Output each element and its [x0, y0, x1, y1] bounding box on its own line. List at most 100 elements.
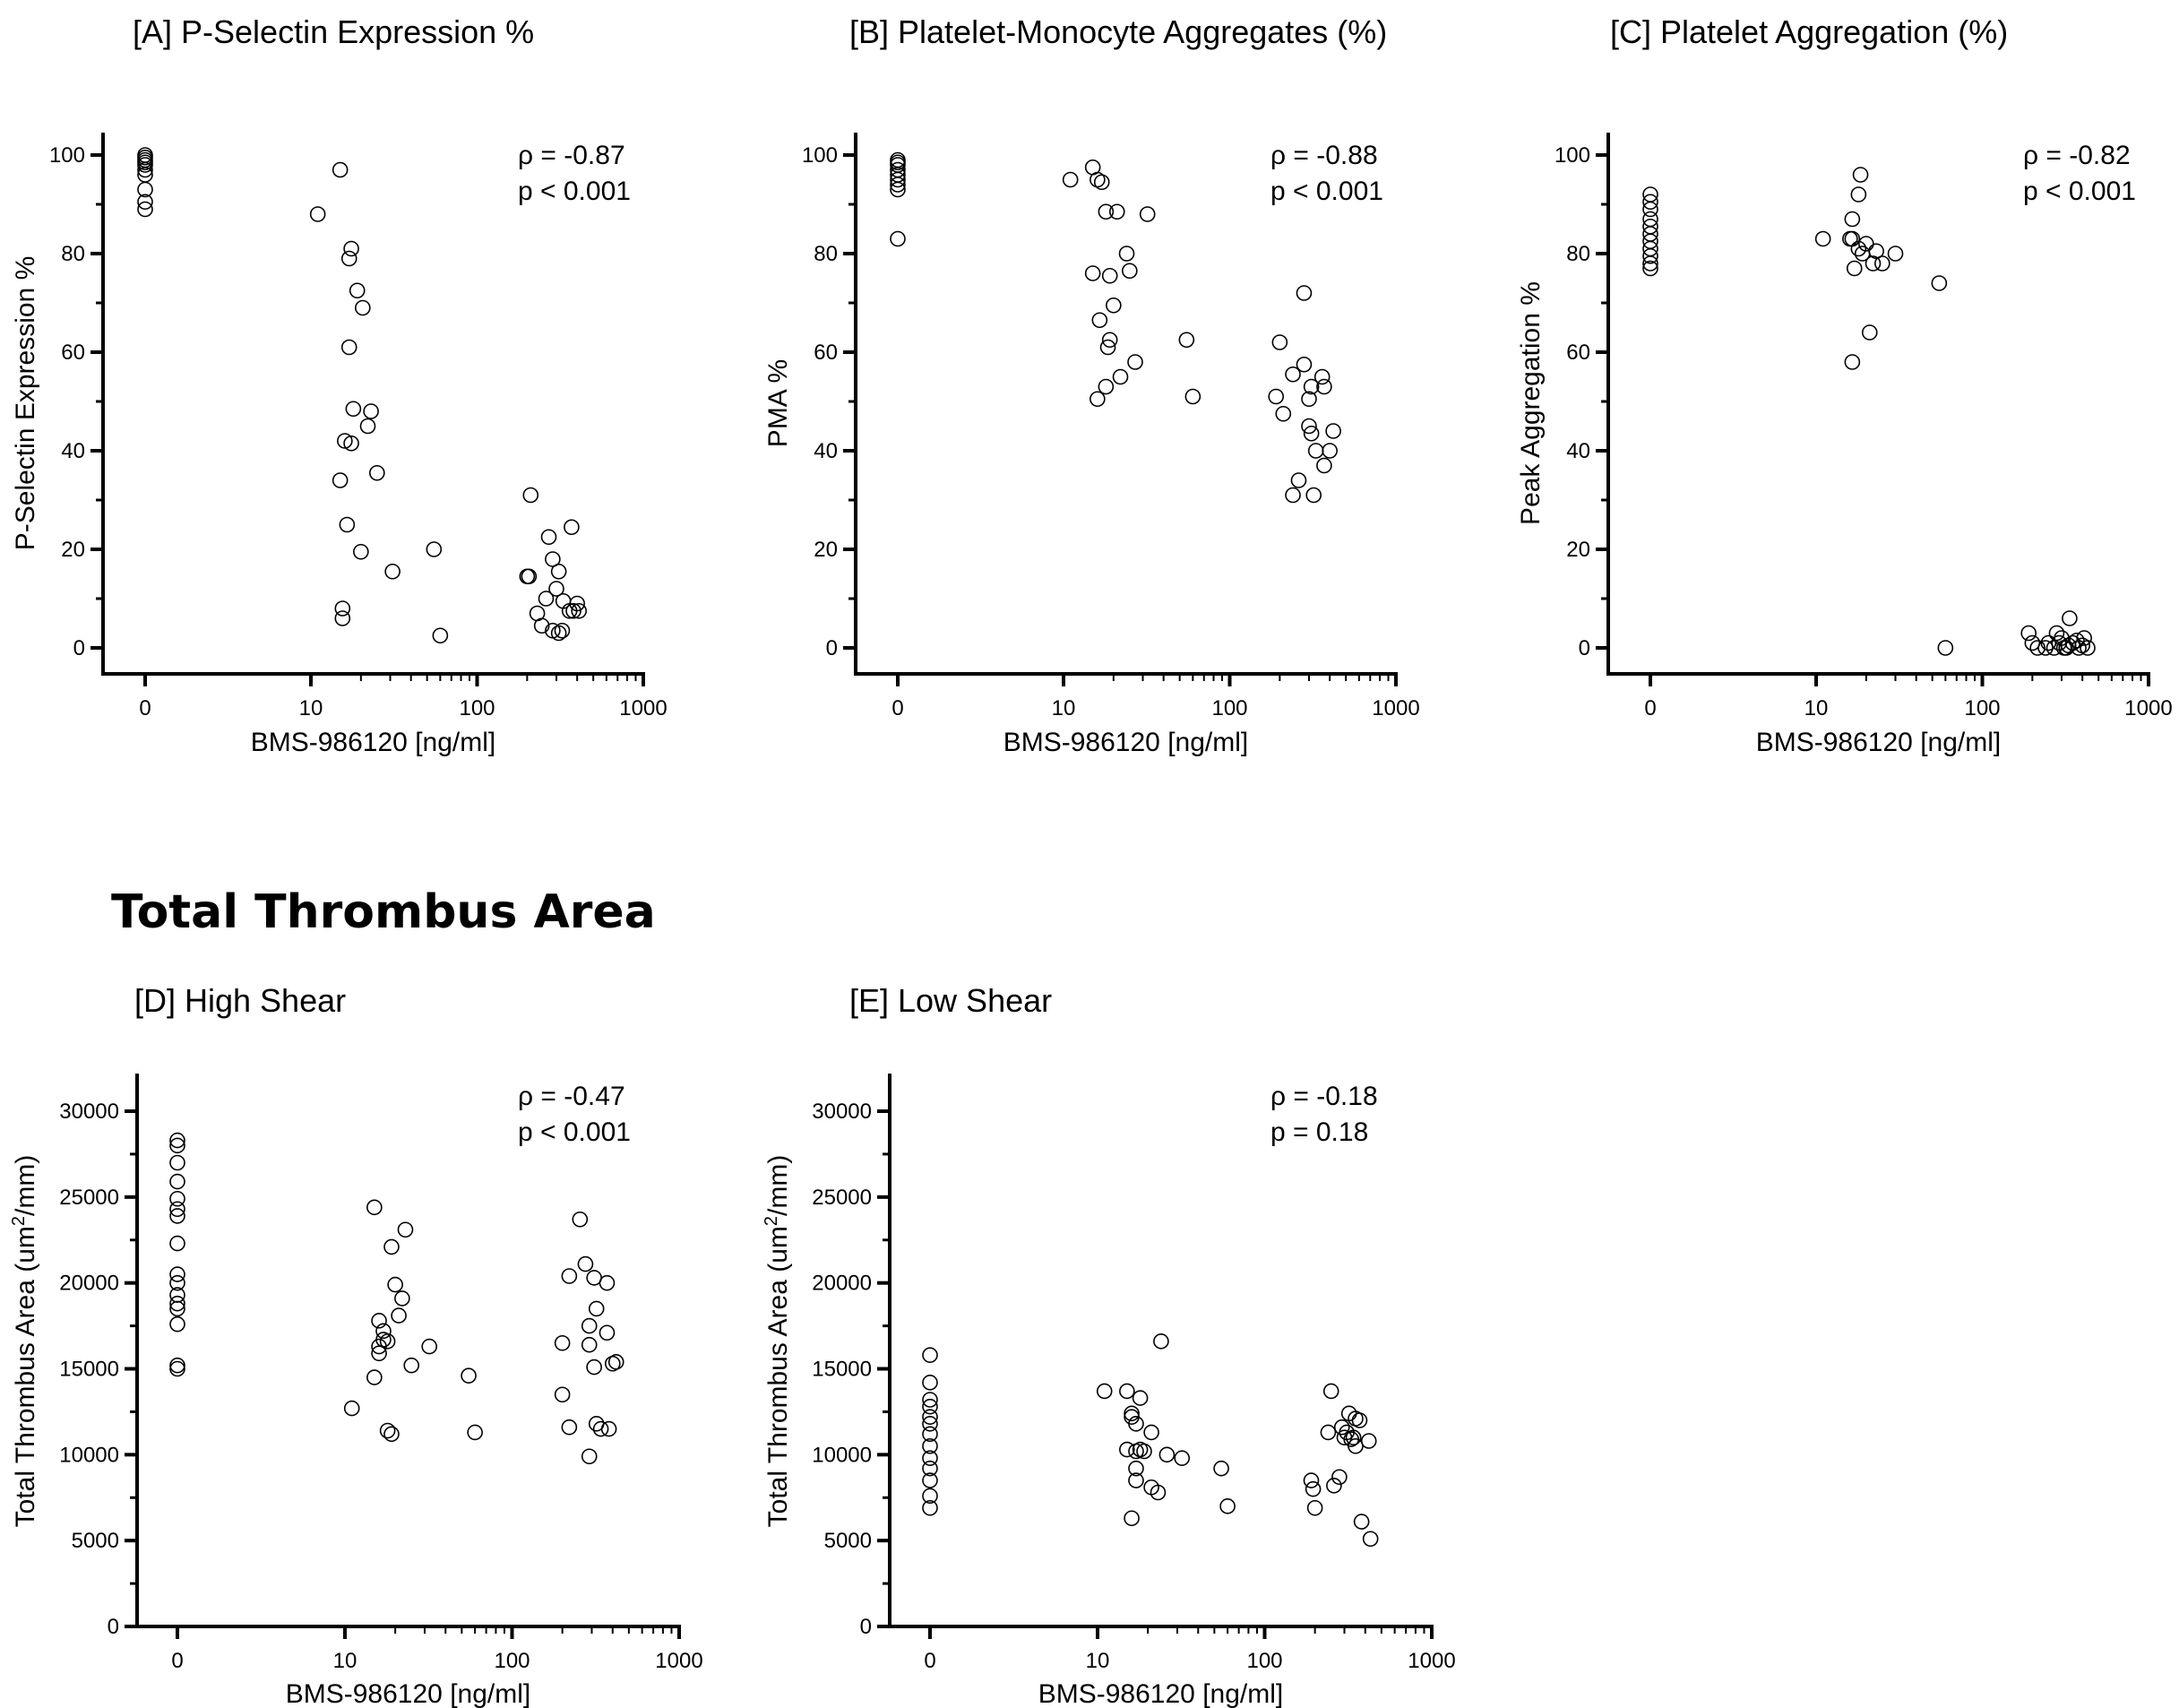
data-point [600, 1420, 617, 1437]
data-point [1303, 425, 1320, 442]
data-point [387, 1276, 403, 1293]
data-point [1268, 388, 1285, 405]
data-point [1865, 255, 1882, 272]
x-axis-label: BMS-986120 [ng/ml] [1038, 1679, 1283, 1708]
x-tick-label: 0 [891, 696, 903, 720]
section-title: Total Thrombus Area [111, 885, 656, 939]
p-value-label: p < 0.001 [518, 177, 631, 206]
data-point [1351, 1412, 1368, 1428]
x-axis-label: BMS-986120 [ng/ml] [1003, 728, 1248, 757]
data-point [577, 1255, 594, 1272]
data-point [375, 1323, 392, 1340]
y-tick-label: 0 [860, 1615, 872, 1639]
y-tick-label: 0 [826, 636, 838, 660]
data-point [384, 563, 400, 580]
data-point [548, 581, 564, 597]
data-point [1861, 324, 1878, 341]
y-tick-label: 25000 [812, 1186, 872, 1210]
data-point [1098, 203, 1115, 220]
x-tick-label: 10 [299, 696, 323, 720]
data-point [371, 1345, 387, 1362]
y-tick-label: 5000 [72, 1529, 119, 1553]
x-axis-label: BMS-986120 [ng/ml] [251, 728, 495, 757]
panel-title-d: [D] High Shear [134, 982, 347, 1019]
data-point [1143, 1424, 1159, 1441]
data-point [540, 529, 557, 546]
data-point [1858, 236, 1874, 252]
data-point [1868, 243, 1884, 260]
rho-label: ρ = -0.87 [518, 141, 625, 170]
data-point [1362, 1531, 1379, 1548]
data-point [592, 1420, 609, 1437]
x-tick-label: 1000 [619, 696, 667, 720]
data-point [169, 1190, 185, 1207]
data-point [521, 568, 538, 585]
data-point [2076, 630, 2092, 646]
data-point [1306, 1499, 1323, 1516]
data-point [1850, 186, 1867, 203]
data-point [355, 299, 371, 316]
y-tick-label: 15000 [812, 1358, 872, 1382]
data-point [1084, 265, 1101, 281]
scatter-chart-d: 0 5000 10000 15000 20000 25000 30000 0 10 100 1000… [9, 1074, 703, 1708]
x-tick-label: 0 [924, 1649, 935, 1673]
data-point [1301, 391, 1317, 408]
data-point [334, 600, 351, 617]
data-point [604, 1355, 621, 1372]
x-tick-label: 10 [1086, 1649, 1110, 1673]
data-point [1322, 443, 1338, 459]
x-tick-label: 10 [333, 1649, 357, 1673]
x-tick-label: 100 [494, 1649, 530, 1673]
data-point [581, 1317, 598, 1334]
data-point [421, 1338, 438, 1355]
data-point [554, 1334, 571, 1351]
y-tick-label: 20 [61, 538, 85, 562]
data-point [1106, 297, 1122, 314]
data-point [1219, 1498, 1236, 1514]
y-axis-label: Total Thrombus Area (um2/mm) [762, 1155, 793, 1528]
data-point [1132, 1390, 1149, 1406]
p-value-label: p < 0.001 [2023, 177, 2136, 206]
x-tick-label: 1000 [655, 1649, 702, 1673]
data-point [1322, 1383, 1339, 1400]
data-point [1174, 1450, 1191, 1466]
y-tick-label: 20000 [59, 1272, 119, 1296]
x-tick-label: 100 [1211, 696, 1247, 720]
data-point [1642, 247, 1658, 264]
panel-title-a: [A] P-Selectin Expression % [133, 13, 535, 50]
data-point [169, 1137, 185, 1154]
data-point [1093, 174, 1110, 191]
data-point [1099, 339, 1116, 356]
chart-d-group: 0 5000 10000 15000 20000 25000 30000 0 10 100 1000… [9, 1074, 703, 1708]
data-point [383, 1426, 400, 1443]
data-point [2069, 632, 2085, 649]
data-point [572, 1211, 589, 1228]
data-point [1128, 1460, 1144, 1477]
data-point [1128, 1416, 1144, 1432]
data-point [1090, 171, 1106, 188]
data-point [1275, 405, 1292, 422]
data-point [561, 1419, 578, 1436]
data-point [375, 1332, 392, 1348]
data-point [581, 1336, 598, 1353]
data-point [169, 1357, 185, 1374]
data-point [1316, 378, 1332, 395]
data-point [2048, 625, 2065, 642]
data-point [1150, 1484, 1167, 1501]
y-tick-label: 20 [1566, 538, 1590, 562]
data-point [169, 1295, 185, 1312]
data-point [169, 1266, 185, 1282]
data-point [1303, 1472, 1320, 1488]
data-point [1096, 1383, 1113, 1400]
data-point [334, 610, 351, 626]
data-point [343, 240, 359, 257]
data-point [1887, 246, 1904, 262]
data-point [1127, 354, 1143, 370]
data-point [1101, 332, 1118, 349]
data-point [1353, 1514, 1370, 1530]
data-point [461, 1367, 477, 1384]
panel-title-c: [C] Platelet Aggregation (%) [1610, 13, 2009, 50]
data-point [1153, 1333, 1169, 1350]
